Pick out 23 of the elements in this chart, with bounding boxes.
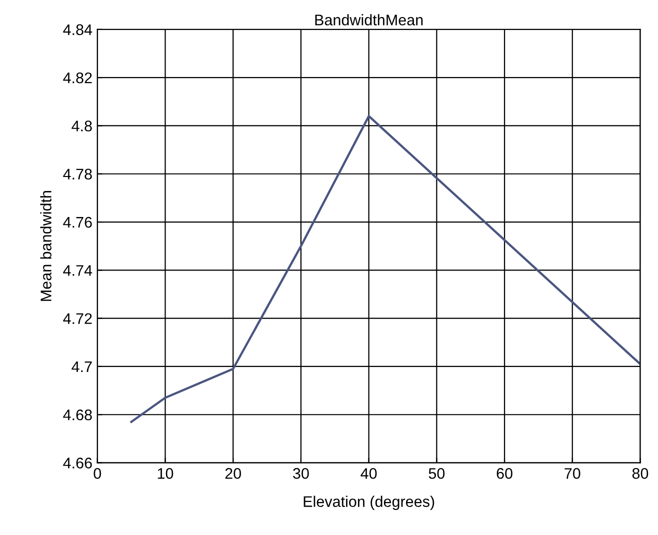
x-tick-label: 50: [428, 468, 445, 479]
x-tick-label: 20: [225, 468, 241, 479]
y-tick-label: 4.78: [63, 168, 92, 180]
x-tick-label: 60: [496, 468, 512, 479]
y-tick-label: 4.74: [63, 265, 92, 276]
y-tick-label: 4.66: [63, 458, 92, 468]
y-tick-label: 4.8: [72, 120, 92, 132]
x-axis-title: Elevation (degrees): [304, 496, 434, 510]
y-tick-label: 4.84: [63, 24, 92, 36]
x-tick-label: 0: [94, 468, 102, 479]
y-axis-title: Mean bandwidth: [40, 191, 52, 301]
y-tick-label: 4.82: [63, 72, 92, 84]
x-tick-label: 10: [158, 468, 174, 479]
x-tick-label: 30: [293, 468, 309, 479]
x-tick-label: 40: [360, 468, 377, 479]
y-tick-label: 4.76: [63, 216, 92, 228]
y-tick-label: 4.7: [72, 362, 92, 372]
y-tick-label: 4.72: [63, 313, 92, 324]
line-series: [130, 114, 640, 423]
x-tick-label: 70: [564, 468, 580, 479]
y-tick-label: 4.68: [63, 409, 92, 420]
chart-title: BandwidthMean: [315, 14, 423, 26]
x-tick-label: 80: [632, 468, 648, 479]
